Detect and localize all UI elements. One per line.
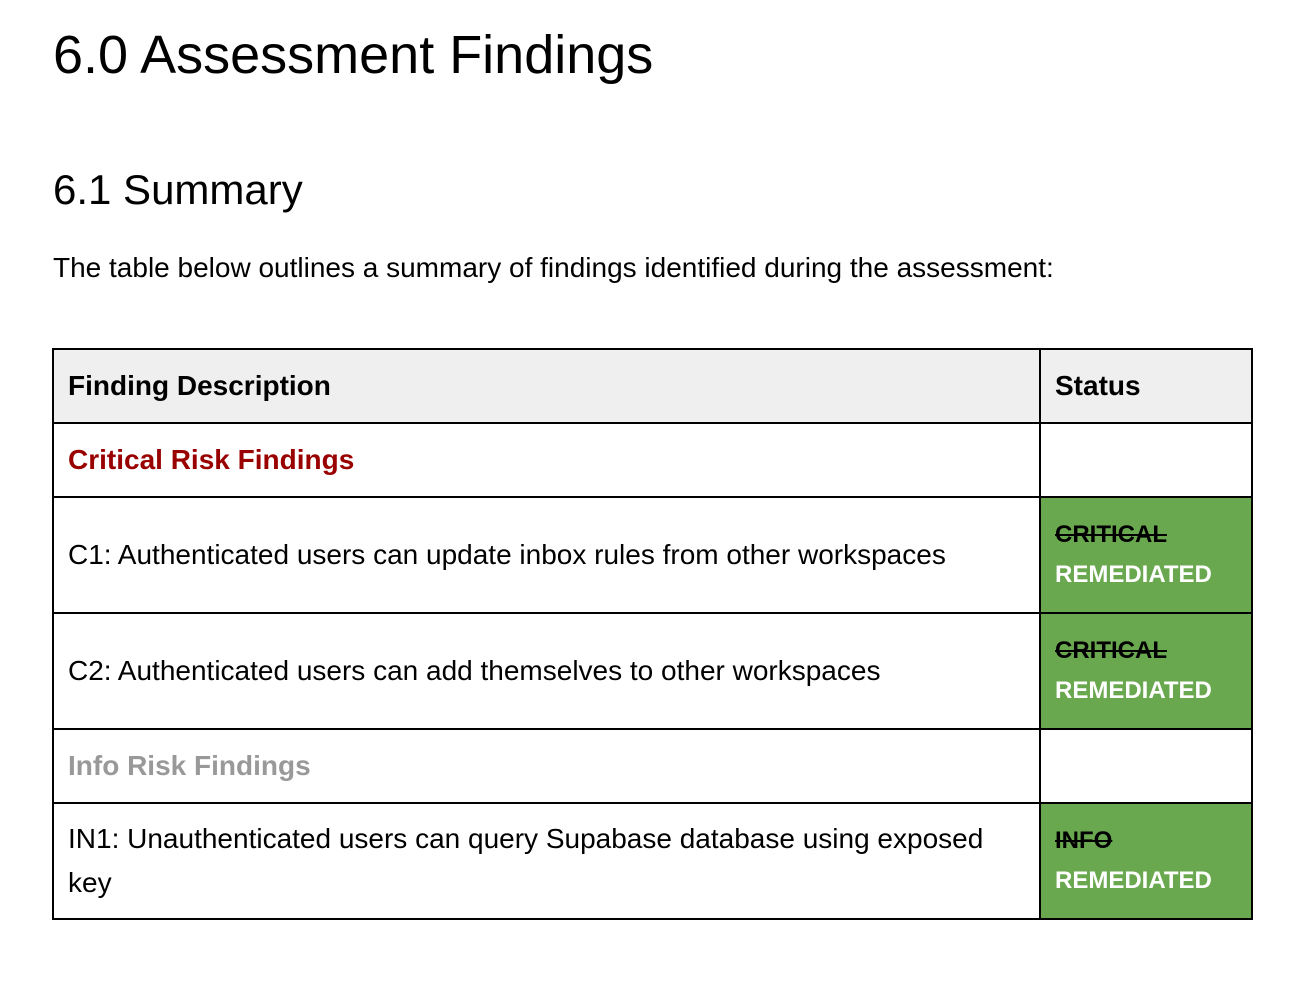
table-header: Finding Description Status xyxy=(52,348,1253,424)
critical-heading-row: Critical Risk Findings xyxy=(52,422,1253,498)
status-badge: REMEDIATED xyxy=(1055,677,1212,704)
finding-description: C1: Authenticated users can update inbox… xyxy=(52,496,1041,614)
table-row: IN1: Unauthenticated users can query Sup… xyxy=(52,802,1253,920)
status-badge: REMEDIATED xyxy=(1055,561,1212,588)
section-title: 6.1 Summary xyxy=(53,166,303,213)
intro-text: The table below outlines a summary of fi… xyxy=(53,252,1054,283)
page-title: 6.0 Assessment Findings xyxy=(53,25,654,85)
empty-cell xyxy=(1039,422,1253,498)
finding-description: IN1: Unauthenticated users can query Sup… xyxy=(52,802,1041,920)
status-cell: INFO REMEDIATED xyxy=(1039,802,1253,920)
finding-description: C2: Authenticated users can add themselv… xyxy=(52,612,1041,730)
status-cell: CRITICAL REMEDIATED xyxy=(1039,612,1253,730)
header-description: Finding Description xyxy=(52,348,1041,424)
old-severity: INFO xyxy=(1055,827,1113,854)
info-heading-row: Info Risk Findings xyxy=(52,728,1253,804)
table-row: C2: Authenticated users can add themselv… xyxy=(52,612,1253,730)
findings-table: Finding Description Status Critical Risk … xyxy=(52,348,1253,920)
info-heading: Info Risk Findings xyxy=(52,728,1041,804)
header-status: Status xyxy=(1039,348,1253,424)
old-severity: CRITICAL xyxy=(1055,637,1167,664)
status-cell: CRITICAL REMEDIATED xyxy=(1039,496,1253,614)
critical-heading: Critical Risk Findings xyxy=(52,422,1041,498)
old-severity: CRITICAL xyxy=(1055,521,1167,548)
status-badge: REMEDIATED xyxy=(1055,867,1212,894)
table-row: C1: Authenticated users can update inbox… xyxy=(52,496,1253,614)
empty-cell xyxy=(1039,728,1253,804)
